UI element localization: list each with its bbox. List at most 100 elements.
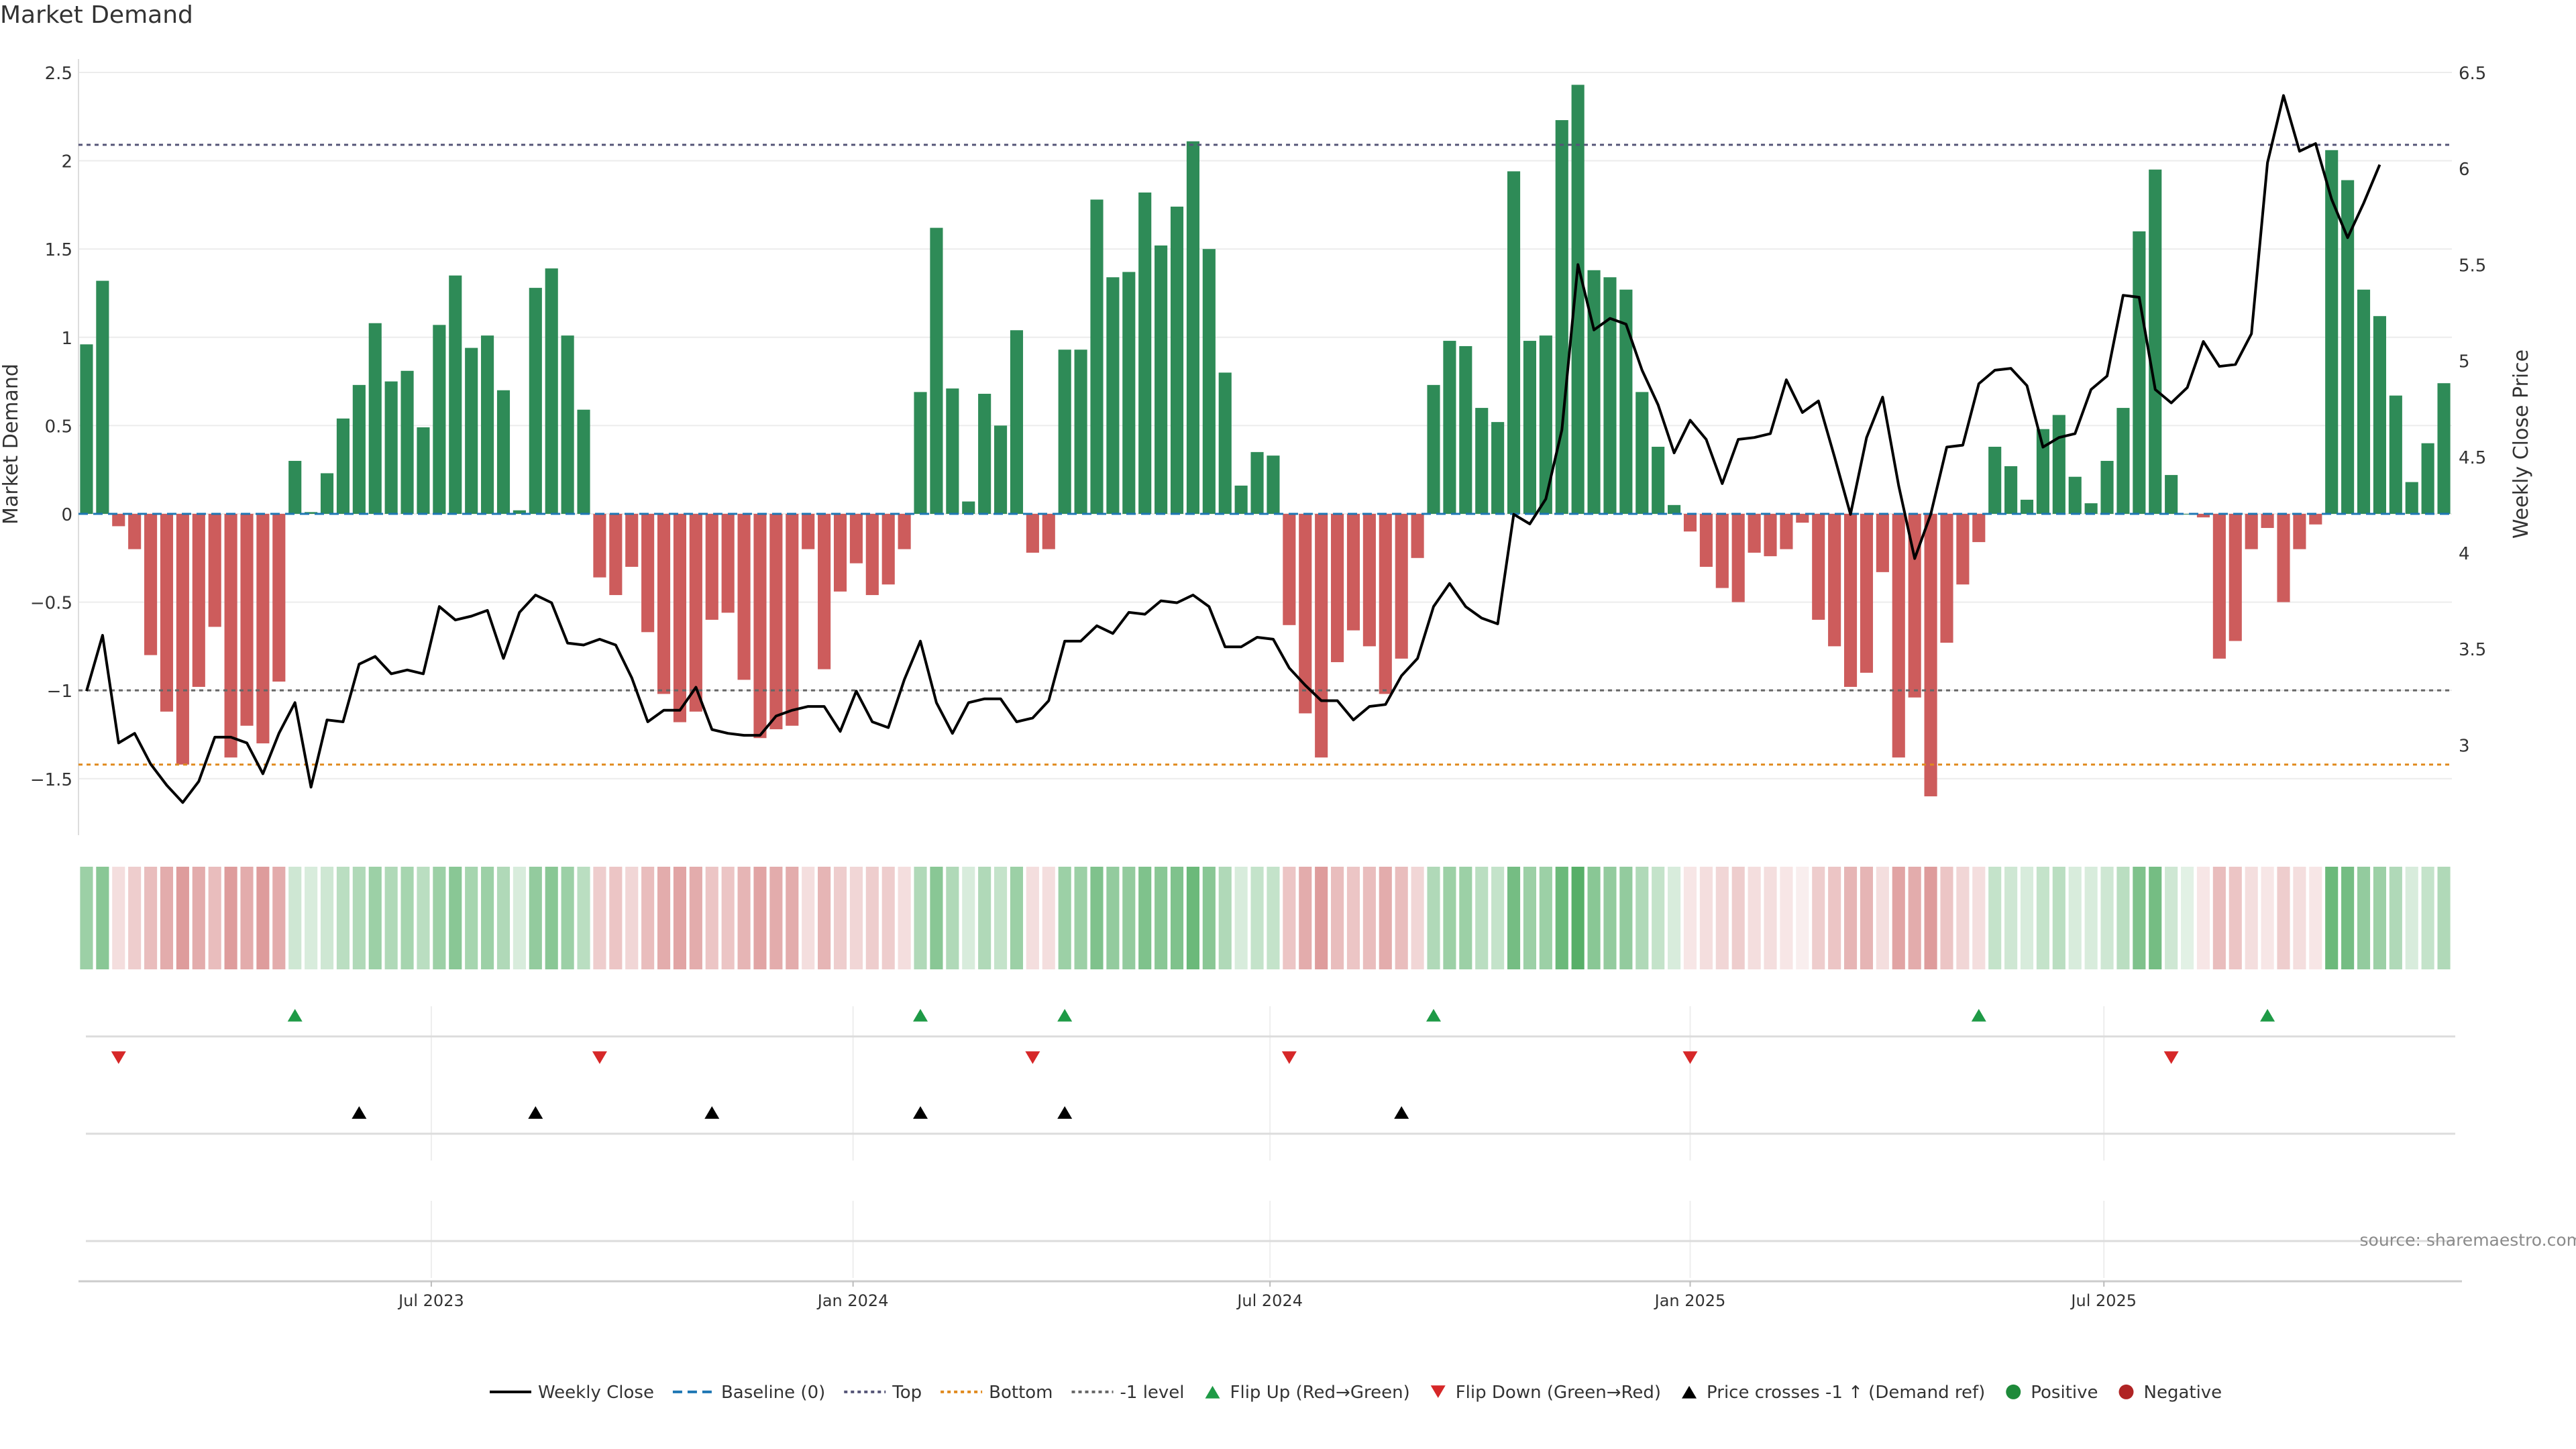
demand-bar	[1892, 513, 1905, 758]
heat-cell	[176, 867, 189, 969]
demand-bar	[1748, 513, 1761, 553]
x-tick-label: Jan 2025	[1654, 1291, 1726, 1310]
heat-cell	[2437, 867, 2451, 969]
demand-bar	[2389, 395, 2402, 514]
heat-cell	[1362, 867, 1376, 969]
legend-label: Positive	[2031, 1383, 2098, 1403]
y2-tick-label: 3	[2459, 736, 2470, 756]
heat-cell	[769, 867, 783, 969]
heat-cell	[208, 867, 221, 969]
demand-bar	[1668, 504, 1681, 514]
heat-cell	[898, 867, 911, 969]
heat-cell	[1683, 867, 1697, 969]
heat-cell	[625, 867, 639, 969]
legend-swatch	[2118, 1384, 2134, 1399]
heat-cell	[1796, 867, 1809, 969]
heat-cell	[1587, 867, 1601, 969]
demand-bar	[753, 513, 767, 739]
demand-bar	[737, 513, 751, 680]
heat-cell	[1459, 867, 1472, 969]
x-tick-label: Jul 2024	[1236, 1291, 1303, 1310]
heat-cell	[1908, 867, 1921, 969]
demand-bar	[1507, 171, 1521, 514]
demand-bar	[1362, 513, 1376, 647]
heat-cell	[256, 867, 270, 969]
flip-up-marker	[287, 1009, 303, 1022]
legend-label: Price crosses -1 ↑ (Demand ref)	[1707, 1383, 1985, 1403]
flip-up-marker	[2260, 1009, 2275, 1022]
heat-cell	[1731, 867, 1745, 969]
demand-bar	[2180, 513, 2194, 515]
heat-cell	[1555, 867, 1568, 969]
demand-bar	[1683, 513, 1697, 532]
demand-bar	[2004, 466, 2018, 514]
demand-bar	[417, 427, 430, 514]
demand-bar	[1315, 513, 1328, 758]
heat-cell	[786, 867, 799, 969]
heat-cell	[449, 867, 462, 969]
demand-bar	[1475, 408, 1489, 514]
demand-bar	[865, 513, 879, 596]
y2-tick-label: 6	[2459, 160, 2470, 180]
heat-cell	[1202, 867, 1216, 969]
legend-label: Flip Down (Green→Red)	[1456, 1383, 1661, 1403]
chart-title: Market Demand	[0, 1, 193, 29]
heat-cell	[1571, 867, 1585, 969]
heat-cell	[1234, 867, 1248, 969]
demand-bar	[2309, 513, 2322, 525]
demand-bar	[400, 370, 414, 514]
demand-bar	[465, 347, 478, 514]
heat-cell	[336, 867, 350, 969]
heat-cell	[1699, 867, 1713, 969]
demand-bar	[1058, 350, 1071, 514]
x-tick-label: Jul 2023	[397, 1291, 464, 1310]
demand-bar	[1652, 446, 1665, 514]
y2-tick-label: 5.5	[2459, 256, 2486, 276]
demand-bar	[978, 394, 991, 514]
heat-cell	[2100, 867, 2114, 969]
heat-cell	[2229, 867, 2242, 969]
demand-bar	[2357, 289, 2371, 514]
demand-bar	[1395, 513, 1408, 659]
demand-bar	[625, 513, 639, 567]
demand-bar	[609, 513, 623, 596]
demand-bar	[769, 513, 783, 730]
heat-cell	[1523, 867, 1537, 969]
heat-cell	[465, 867, 478, 969]
heat-cell	[1715, 867, 1729, 969]
heat-cell	[1427, 867, 1440, 969]
demand-bar	[449, 275, 462, 514]
legend-label: Top	[892, 1383, 922, 1403]
demand-bar	[384, 381, 398, 514]
heat-cell	[1138, 867, 1152, 969]
y-tick-label: 2	[61, 152, 72, 172]
demand-bar	[1026, 513, 1039, 553]
demand-bar	[2341, 180, 2355, 514]
heat-cell	[1299, 867, 1312, 969]
flip-down-marker	[111, 1051, 126, 1064]
demand-bar	[2245, 513, 2258, 549]
heat-cell	[305, 867, 318, 969]
heat-cell	[818, 867, 831, 969]
y-tick-label: 0	[61, 505, 72, 525]
heat-cell	[272, 867, 286, 969]
demand-bar	[2068, 476, 2082, 514]
heat-cell	[1812, 867, 1825, 969]
heat-cell	[2149, 867, 2162, 969]
heat-cell	[914, 867, 927, 969]
heat-cell	[2004, 867, 2018, 969]
demand-bar	[1603, 277, 1617, 514]
demand-bar	[224, 513, 237, 758]
heat-cell	[496, 867, 511, 969]
demand-bar	[1908, 513, 1921, 698]
demand-bar	[1379, 513, 1392, 694]
heat-cell	[1924, 867, 1937, 969]
demand-bar	[1956, 513, 1970, 585]
demand-bar	[2437, 383, 2451, 514]
price-cross-marker	[704, 1106, 720, 1119]
demand-bar	[545, 268, 558, 514]
heat-cell	[1475, 867, 1489, 969]
demand-bar	[946, 388, 959, 514]
heat-cell	[849, 867, 863, 969]
heat-cell	[1395, 867, 1408, 969]
